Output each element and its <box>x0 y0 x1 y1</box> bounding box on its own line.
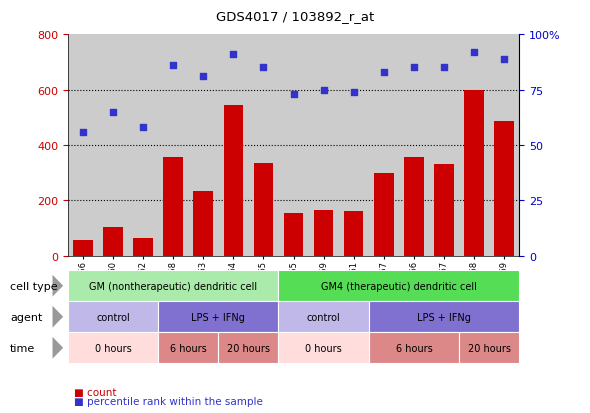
Point <box>198 74 208 81</box>
Point <box>169 63 178 69</box>
Bar <box>103 227 123 256</box>
Bar <box>224 106 243 256</box>
Text: 20 hours: 20 hours <box>468 343 510 353</box>
Point <box>499 56 509 63</box>
Point <box>470 50 479 56</box>
Text: 0 hours: 0 hours <box>305 343 342 353</box>
Text: 0 hours: 0 hours <box>94 343 132 353</box>
Point <box>319 87 328 94</box>
Text: 6 hours: 6 hours <box>395 343 432 353</box>
Text: 6 hours: 6 hours <box>170 343 206 353</box>
Bar <box>434 165 454 256</box>
Point <box>258 65 268 71</box>
Bar <box>464 90 484 256</box>
Text: LPS + IFNg: LPS + IFNg <box>191 312 245 322</box>
Bar <box>194 191 213 256</box>
Text: GDS4017 / 103892_r_at: GDS4017 / 103892_r_at <box>216 10 374 23</box>
Bar <box>314 211 333 256</box>
Text: 20 hours: 20 hours <box>227 343 270 353</box>
Bar <box>374 173 394 256</box>
Text: LPS + IFNg: LPS + IFNg <box>417 312 471 322</box>
Text: GM4 (therapeutic) dendritic cell: GM4 (therapeutic) dendritic cell <box>321 281 477 291</box>
Text: agent: agent <box>10 312 42 322</box>
Bar <box>254 164 273 256</box>
Point <box>78 129 88 135</box>
Text: ■ count: ■ count <box>74 387 116 397</box>
Point <box>349 89 359 96</box>
Bar <box>133 238 153 256</box>
Point <box>289 91 298 98</box>
Point <box>109 109 118 116</box>
Bar <box>494 122 514 256</box>
Text: cell type: cell type <box>10 281 58 291</box>
Text: control: control <box>307 312 340 322</box>
Bar <box>344 212 363 256</box>
Point <box>228 52 238 58</box>
Bar <box>163 158 183 256</box>
Point <box>439 65 449 71</box>
Bar <box>73 241 93 256</box>
Text: ■ percentile rank within the sample: ■ percentile rank within the sample <box>74 396 263 406</box>
Text: GM (nontherapeutic) dendritic cell: GM (nontherapeutic) dendritic cell <box>89 281 257 291</box>
Bar <box>404 158 424 256</box>
Bar <box>284 213 303 256</box>
Text: time: time <box>10 343 35 353</box>
Text: control: control <box>96 312 130 322</box>
Point <box>409 65 419 71</box>
Point <box>138 125 148 131</box>
Point <box>379 69 388 76</box>
